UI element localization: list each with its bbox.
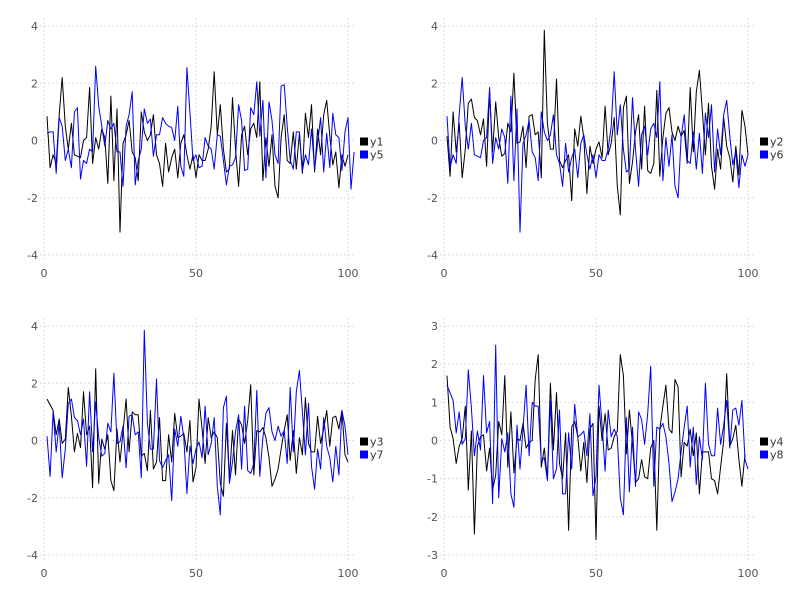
legend-label-y7: y7 (370, 449, 384, 462)
legend-swatch-y8 (760, 450, 768, 459)
y-tick-label: -2 (427, 511, 438, 524)
series-line-y6 (446, 71, 749, 233)
legend-swatch-y5 (360, 150, 368, 159)
series-line-y4 (446, 354, 746, 541)
legend-label-y3: y3 (370, 436, 384, 449)
y-tick-label: 0 (431, 435, 438, 448)
legend-swatch-y1 (360, 137, 368, 146)
series-line-y7 (46, 329, 349, 516)
y-tick-label: 4 (31, 20, 38, 33)
y-tick-label: 0 (431, 135, 438, 148)
series-line-y1 (46, 71, 349, 233)
y-tick-label: 2 (31, 77, 38, 90)
x-tick-label: 50 (589, 567, 603, 580)
legend-label-y8: y8 (770, 449, 784, 462)
y-tick-label: 2 (31, 377, 38, 390)
y-tick-label: -4 (27, 249, 38, 262)
y-tick-label: 3 (431, 320, 438, 333)
legend-swatch-y3 (360, 437, 368, 446)
x-tick-label: 100 (738, 567, 759, 580)
legend-label-y2: y2 (770, 136, 784, 149)
x-tick-label: 100 (338, 267, 359, 280)
y-tick-label: 2 (431, 77, 438, 90)
x-tick-label: 0 (41, 267, 48, 280)
x-tick-label: 0 (441, 267, 448, 280)
series-line-y2 (446, 29, 749, 216)
legend-swatch-y6 (760, 150, 768, 159)
x-tick-label: 50 (589, 267, 603, 280)
legend-swatch-y7 (360, 450, 368, 459)
series-line-y5 (46, 65, 355, 190)
x-tick-label: 0 (41, 567, 48, 580)
legend-label-y5: y5 (370, 149, 384, 162)
x-tick-label: 100 (738, 267, 759, 280)
series-line-y3 (46, 368, 349, 497)
x-tick-label: 50 (189, 267, 203, 280)
y-tick-label: -3 (427, 549, 438, 562)
y-tick-label: 0 (31, 435, 38, 448)
y-tick-label: -4 (27, 549, 38, 562)
series-line-y8 (446, 344, 749, 516)
y-tick-label: -2 (27, 192, 38, 205)
x-tick-label: 100 (338, 567, 359, 580)
y-tick-label: -2 (27, 492, 38, 505)
legend-label-y1: y1 (370, 136, 384, 149)
legend-label-y6: y6 (770, 149, 784, 162)
x-tick-label: 50 (189, 567, 203, 580)
y-tick-label: 4 (431, 20, 438, 33)
legend-swatch-y4 (760, 437, 768, 446)
x-tick-label: 0 (441, 567, 448, 580)
y-tick-label: 0 (31, 135, 38, 148)
y-tick-label: 4 (31, 320, 38, 333)
y-tick-label: -1 (427, 473, 438, 486)
y-tick-label: -2 (427, 192, 438, 205)
y-tick-label: 2 (431, 358, 438, 371)
legend-swatch-y2 (760, 137, 768, 146)
y-tick-label: -4 (427, 249, 438, 262)
y-tick-label: 1 (431, 396, 438, 409)
legend-label-y4: y4 (770, 436, 784, 449)
